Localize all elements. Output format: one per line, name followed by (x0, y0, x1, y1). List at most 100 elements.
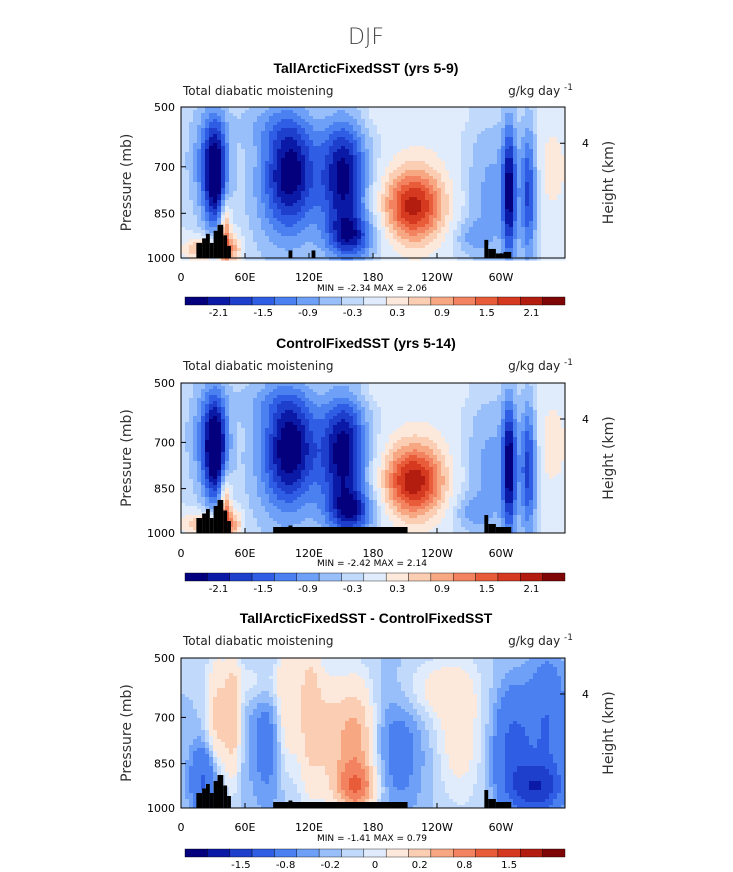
heatmap-cell (517, 152, 522, 156)
heatmap-cell (209, 140, 214, 144)
heatmap-cell (469, 143, 474, 147)
heatmap-cell (325, 194, 330, 198)
heatmap-cell (189, 131, 194, 135)
heatmap-cell (437, 218, 442, 222)
heatmap-cell (309, 209, 314, 213)
heatmap-cell (229, 164, 234, 168)
heatmap-cell (377, 125, 382, 129)
heatmap-cell (301, 167, 306, 171)
heatmap-cell (353, 110, 358, 114)
heatmap-cell (493, 257, 498, 261)
heatmap-cell (453, 182, 458, 186)
heatmap-cell (469, 197, 474, 201)
heatmap-cell (329, 203, 334, 207)
heatmap-cell (405, 173, 410, 177)
heatmap-cell (521, 122, 526, 126)
heatmap-cell (513, 167, 518, 171)
heatmap-cell (477, 146, 482, 150)
heatmap-cell (477, 191, 482, 195)
heatmap-cell (473, 245, 478, 249)
heatmap-cell (381, 107, 386, 111)
heatmap-cell (185, 182, 190, 186)
heatmap-cell (537, 200, 542, 204)
heatmap-cell (345, 203, 350, 207)
heatmap-cell (269, 128, 274, 132)
heatmap-cell (505, 173, 510, 177)
heatmap-cell (197, 119, 202, 123)
heatmap-cell (501, 206, 506, 210)
heatmap-cell (357, 143, 362, 147)
heatmap-cell (277, 203, 282, 207)
heatmap-cell (293, 212, 298, 216)
heatmap-cell (393, 254, 398, 258)
heatmap-cell (521, 149, 526, 153)
heatmap-cell (305, 182, 310, 186)
heatmap-cell (501, 158, 506, 162)
heatmap-cell (537, 224, 542, 228)
heatmap-cell (321, 206, 326, 210)
heatmap-cell (237, 125, 242, 129)
heatmap-cell (453, 188, 458, 192)
heatmap-cell (513, 134, 518, 138)
heatmap-cell (501, 239, 506, 243)
heatmap-cell (185, 215, 190, 219)
heatmap-cell (353, 116, 358, 120)
heatmap-cell (277, 194, 282, 198)
heatmap-cell (193, 107, 198, 111)
heatmap-cell (345, 173, 350, 177)
heatmap-cell (409, 248, 414, 252)
heatmap-cell (337, 215, 342, 219)
heatmap-cell (213, 200, 218, 204)
heatmap-cell (401, 110, 406, 114)
heatmap-cell (425, 143, 430, 147)
heatmap-cell (365, 152, 370, 156)
heatmap-cell (369, 155, 374, 159)
heatmap-cell (473, 206, 478, 210)
heatmap-cell (245, 176, 250, 180)
heatmap-cell (517, 245, 522, 249)
heatmap-cell (193, 116, 198, 120)
heatmap-cell (365, 158, 370, 162)
heatmap-cell (293, 167, 298, 171)
colorbar-swatch (475, 296, 499, 306)
heatmap-cell (269, 236, 274, 240)
heatmap-cell (361, 110, 366, 114)
heatmap-cell (457, 137, 462, 141)
heatmap-cell (241, 149, 246, 153)
heatmap-cell (405, 170, 410, 174)
heatmap-cell (245, 161, 250, 165)
heatmap-cell (385, 155, 390, 159)
heatmap-cell (409, 155, 414, 159)
heatmap-cell (509, 173, 514, 177)
heatmap-cell (273, 248, 278, 252)
heatmap-cell (273, 131, 278, 135)
heatmap-cell (505, 227, 510, 231)
colorbar-label: -0.9 (298, 308, 318, 319)
heatmap-cell (265, 212, 270, 216)
heatmap-cell (481, 224, 486, 228)
heatmap-cell (201, 107, 206, 111)
heatmap-cell (437, 212, 442, 216)
heatmap-cell (357, 155, 362, 159)
heatmap-cell (433, 119, 438, 123)
heatmap-cell (277, 215, 282, 219)
heatmap-cell (417, 254, 422, 258)
heatmap-cell (489, 119, 494, 123)
heatmap-cell (381, 242, 386, 246)
heatmap-cell (245, 122, 250, 126)
heatmap-cell (209, 107, 214, 111)
heatmap-cell (317, 185, 322, 189)
heatmap-cell (325, 110, 330, 114)
heatmap-cell (545, 194, 550, 198)
heatmap-cell (321, 179, 326, 183)
heatmap-cell (345, 143, 350, 147)
heatmap-cell (205, 221, 210, 225)
heatmap-cell (237, 185, 242, 189)
heatmap-cell (209, 257, 214, 261)
heatmap-cell (477, 131, 482, 135)
heatmap-cell (553, 116, 558, 120)
heatmap-cell (561, 113, 566, 117)
heatmap-cell (465, 215, 470, 219)
heatmap-cell (197, 206, 202, 210)
heatmap-cell (473, 164, 478, 168)
